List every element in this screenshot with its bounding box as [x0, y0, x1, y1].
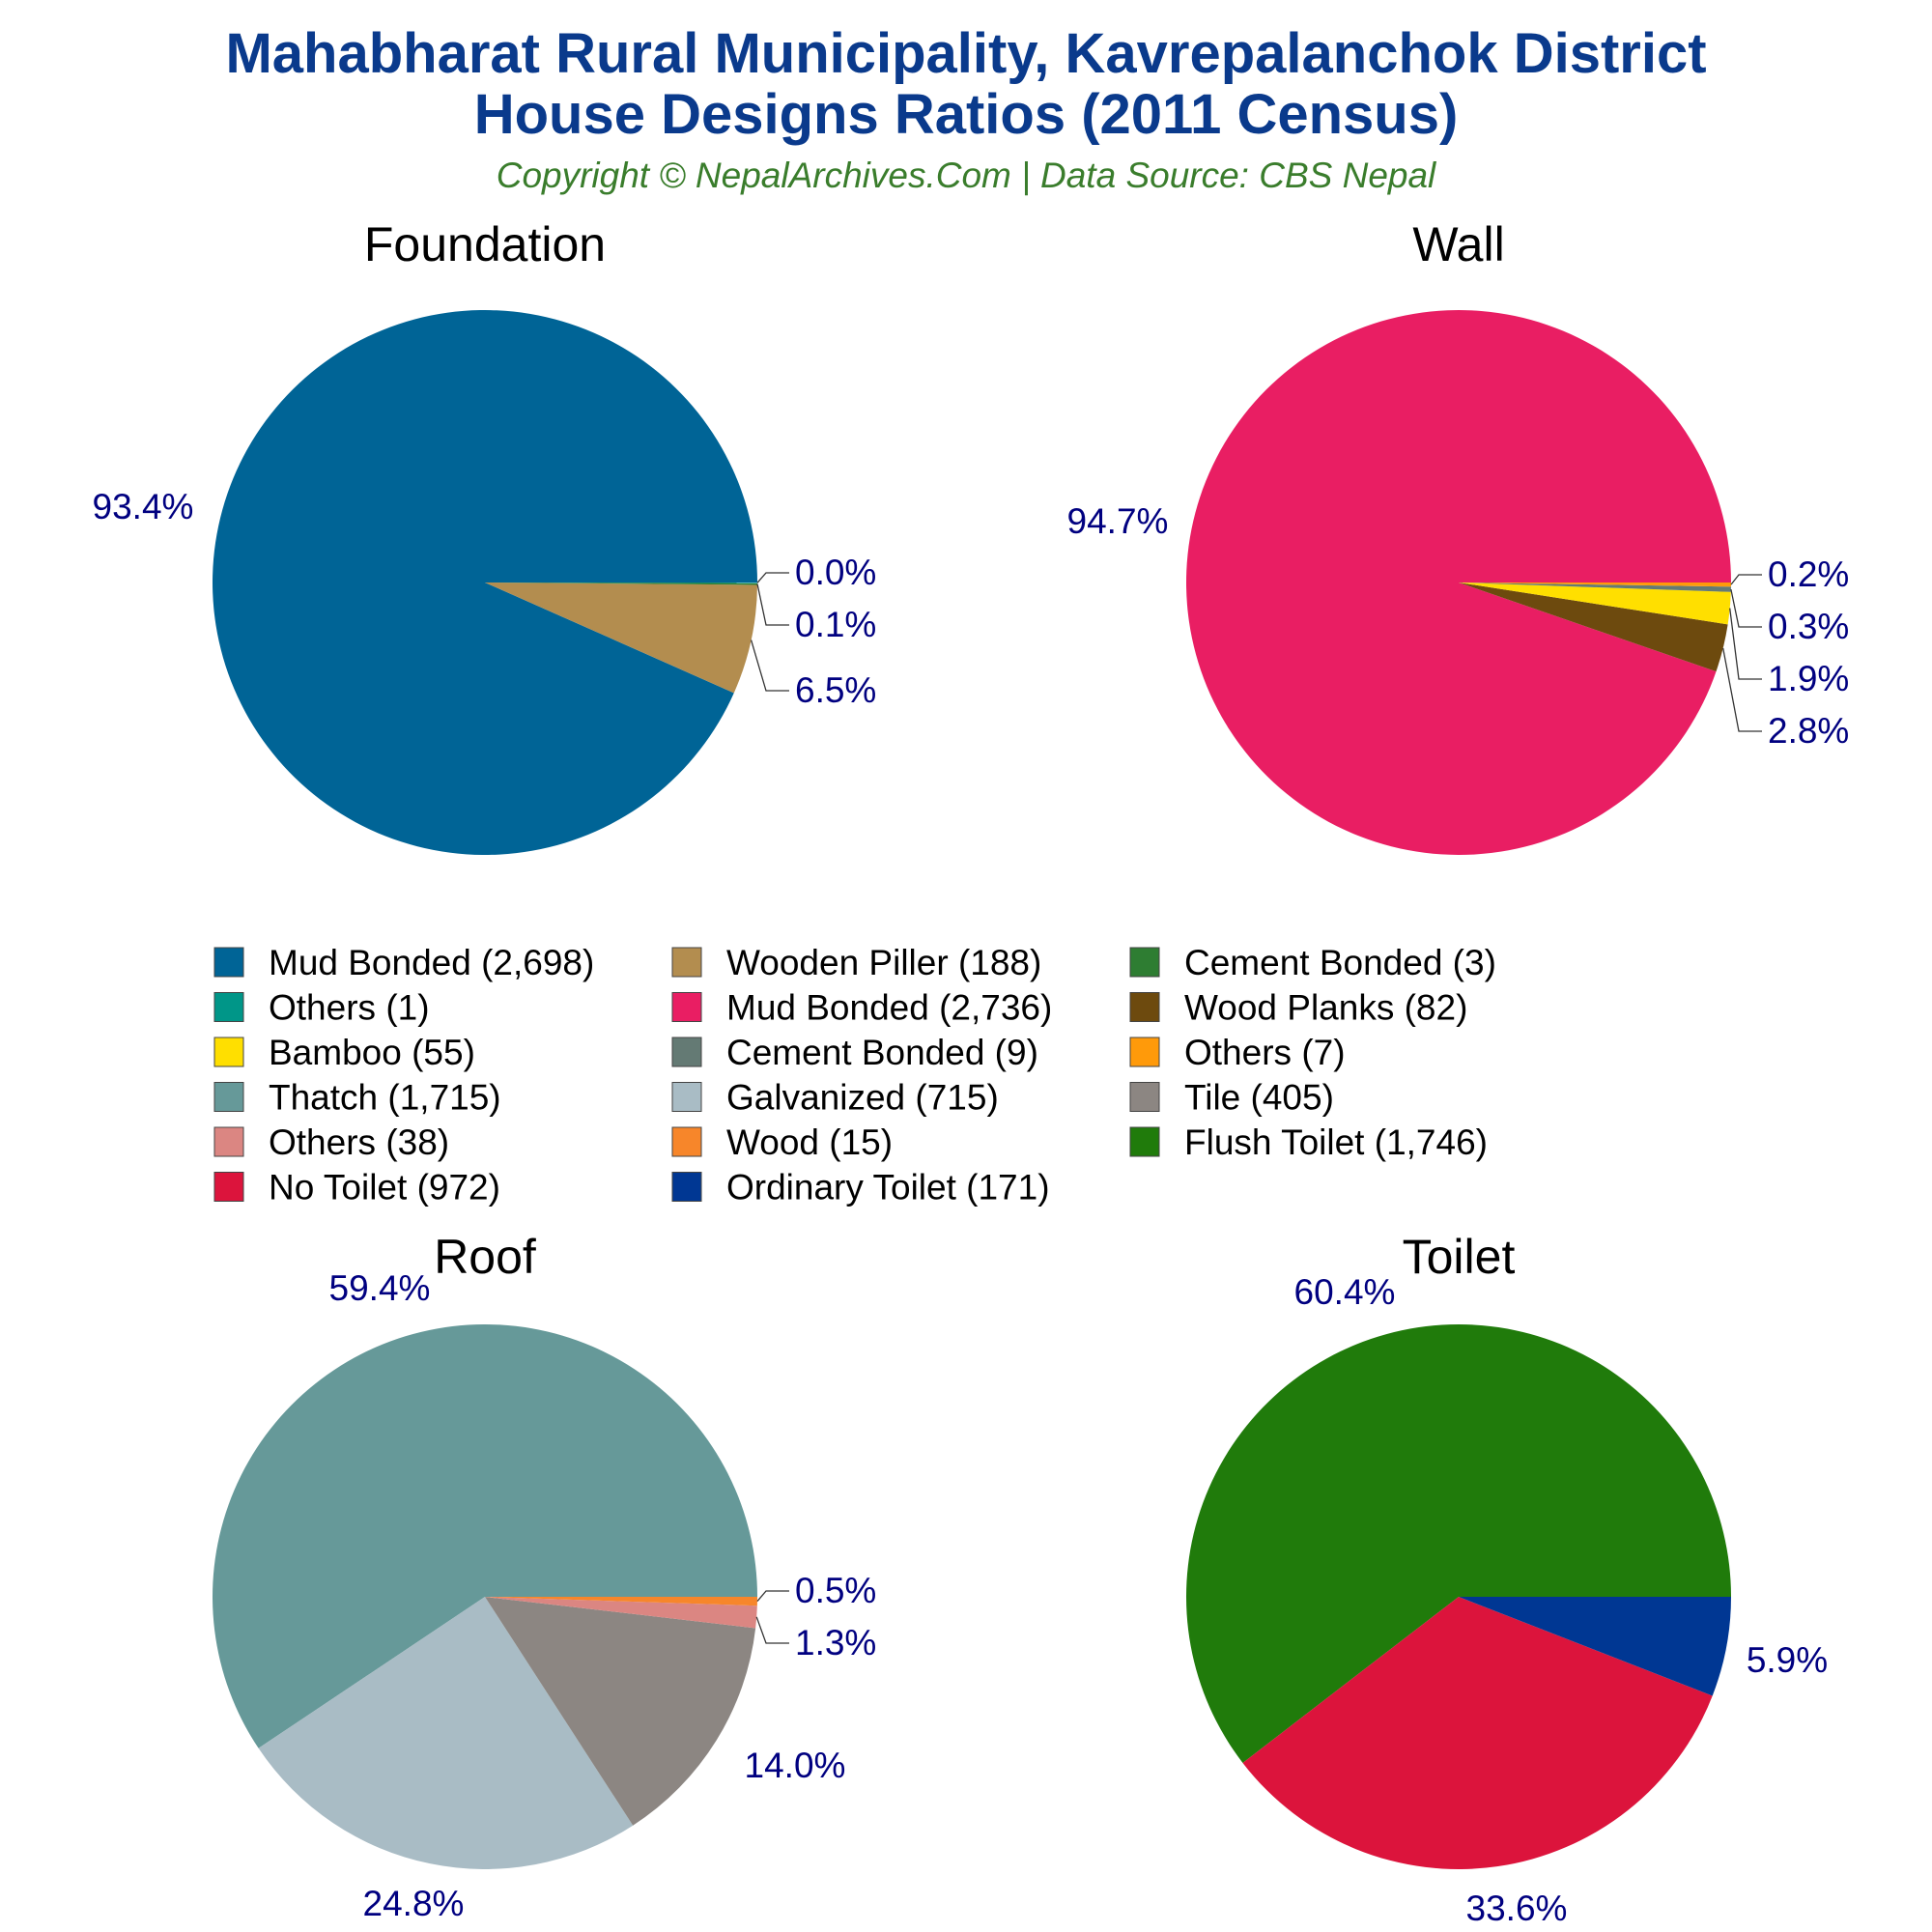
legend-label-2: Cement Bonded (3)	[1184, 943, 1496, 982]
legend-swatch-1	[671, 947, 702, 978]
pie-foundation: 93.4% 6.5% 0.1% 0.0%	[93, 309, 876, 855]
pie-title-foundation: Foundation	[364, 217, 606, 271]
legend-label-12: Others (38)	[269, 1122, 449, 1162]
legend-label-6: Bamboo (55)	[269, 1033, 475, 1072]
pct-label-roof-wood: 0.5%	[795, 1571, 876, 1610]
leader-line-foundation-cement-bonded	[756, 583, 789, 626]
pie-slice-wall-bamboo	[1459, 582, 1731, 625]
pie-slice-roof-tile	[485, 1597, 756, 1826]
chart-subtitle: Copyright © NepalArchives.Com | Data Sou…	[497, 156, 1437, 195]
pie-toilet: 60.4% 33.6% 5.9%	[1185, 1272, 1828, 1928]
pie-slice-foundation-cement-bonded	[485, 582, 757, 585]
pct-label-roof-tile: 14.0%	[745, 1746, 846, 1785]
leader-line-foundation-others	[756, 572, 789, 583]
legend-swatch-8	[1129, 1037, 1160, 1067]
pie-slice-wall-cement-bonded	[1459, 582, 1731, 592]
legend-label-3: Others (1)	[269, 988, 430, 1028]
legend-label-14: Flush Toilet (1,746)	[1184, 1122, 1488, 1162]
leader-line-foundation-wooden-piller	[750, 639, 789, 692]
pie-slice-toilet-flush-toilet	[1185, 1323, 1731, 1763]
pie-slice-foundation-others	[485, 582, 757, 583]
leader-line-roof-others	[755, 1616, 789, 1644]
legend-label-10: Galvanized (715)	[726, 1078, 999, 1118]
legend-swatch-4	[671, 992, 702, 1022]
pie-slice-foundation-wooden-piller	[485, 582, 757, 694]
pct-label-toilet-ordinary-toilet: 5.9%	[1747, 1640, 1828, 1680]
pie-slice-foundation-mud-bonded	[213, 309, 757, 855]
legend-label-0: Mud Bonded (2,698)	[269, 943, 594, 982]
pie-title-toilet: Toilet	[1403, 1230, 1516, 1284]
pie-wall: 94.7% 2.8% 1.9% 0.3% 0.2%	[1067, 310, 1849, 856]
legend-label-9: Thatch (1,715)	[269, 1078, 501, 1118]
pie-slice-roof-galvanized	[258, 1597, 634, 1869]
pie-slice-roof-others	[485, 1597, 757, 1629]
leader-line-wall-cement-bonded	[1730, 588, 1762, 628]
pct-label-toilet-no-toilet: 33.6%	[1466, 1889, 1568, 1928]
leader-line-wall-bamboo	[1729, 608, 1762, 680]
legend-swatch-9	[213, 1082, 244, 1112]
pie-slice-toilet-ordinary-toilet	[1459, 1597, 1731, 1696]
legend-swatch-6	[213, 1037, 244, 1067]
legend-swatch-16	[671, 1172, 702, 1202]
pct-label-foundation-others: 0.0%	[795, 553, 876, 592]
pct-label-foundation-cement-bonded: 0.1%	[795, 605, 876, 644]
chart-title-line-2: House Designs Ratios (2011 Census)	[474, 83, 1459, 146]
chart-title-line-1: Mahabharat Rural Municipality, Kavrepala…	[225, 22, 1706, 85]
legend-swatch-15	[213, 1172, 244, 1202]
legend-swatch-0	[213, 947, 244, 978]
pie-title-wall: Wall	[1412, 217, 1504, 271]
legend-swatch-2	[1129, 947, 1160, 978]
legend-swatch-14	[1129, 1126, 1160, 1157]
legend-label-7: Cement Bonded (9)	[726, 1033, 1038, 1072]
leader-line-wall-wood-planks	[1722, 647, 1762, 732]
legend-swatch-5	[1129, 992, 1160, 1022]
pct-label-roof-galvanized: 24.8%	[363, 1884, 465, 1923]
leader-line-wall-others	[1730, 574, 1762, 585]
legend-label-16: Ordinary Toilet (171)	[726, 1168, 1050, 1208]
pie-slice-wall-others	[1459, 582, 1731, 587]
pct-label-toilet-flush-toilet: 60.4%	[1294, 1272, 1396, 1312]
pct-label-wall-others: 0.2%	[1768, 554, 1849, 594]
legend-swatch-13	[671, 1126, 702, 1157]
legend-swatch-12	[213, 1126, 244, 1157]
pct-label-foundation-mud-bonded: 93.4%	[93, 487, 194, 526]
legend-label-13: Wood (15)	[726, 1122, 893, 1162]
legend-label-11: Tile (405)	[1184, 1078, 1334, 1118]
pct-label-roof-others: 1.3%	[795, 1623, 876, 1662]
pct-label-roof-thatch: 59.4%	[329, 1268, 431, 1308]
legend-label-8: Others (7)	[1184, 1033, 1346, 1072]
pct-label-foundation-wooden-piller: 6.5%	[795, 670, 876, 710]
pct-label-wall-bamboo: 1.9%	[1768, 659, 1849, 698]
legend-label-4: Mud Bonded (2,736)	[726, 988, 1052, 1028]
pie-roof: 59.4% 24.8% 14.0% 1.3% 0.5%	[212, 1268, 876, 1923]
pct-label-wall-cement-bonded: 0.3%	[1768, 607, 1849, 646]
pie-slice-wall-wood-planks	[1459, 582, 1728, 672]
leader-line-roof-wood	[756, 1590, 789, 1603]
pie-slice-wall-mud-bonded	[1185, 310, 1731, 856]
legend-swatch-3	[213, 992, 244, 1022]
pct-label-wall-mud-bonded: 94.7%	[1067, 501, 1169, 541]
legend-label-5: Wood Planks (82)	[1184, 988, 1467, 1028]
legend-swatch-11	[1129, 1082, 1160, 1112]
legend-label-15: No Toilet (972)	[269, 1168, 500, 1208]
legend-label-1: Wooden Piller (188)	[726, 943, 1041, 982]
pct-label-wall-wood-planks: 2.8%	[1768, 711, 1849, 751]
legend-swatch-7	[671, 1037, 702, 1067]
legend-swatch-10	[671, 1082, 702, 1112]
pie-slice-toilet-no-toilet	[1242, 1597, 1713, 1869]
legend: Mud Bonded (2,698) Wooden Piller (188) Cem…	[213, 943, 1496, 1208]
pie-slice-roof-thatch	[212, 1324, 757, 1748]
pie-slice-roof-wood	[485, 1597, 757, 1606]
pie-title-roof: Roof	[434, 1230, 536, 1284]
